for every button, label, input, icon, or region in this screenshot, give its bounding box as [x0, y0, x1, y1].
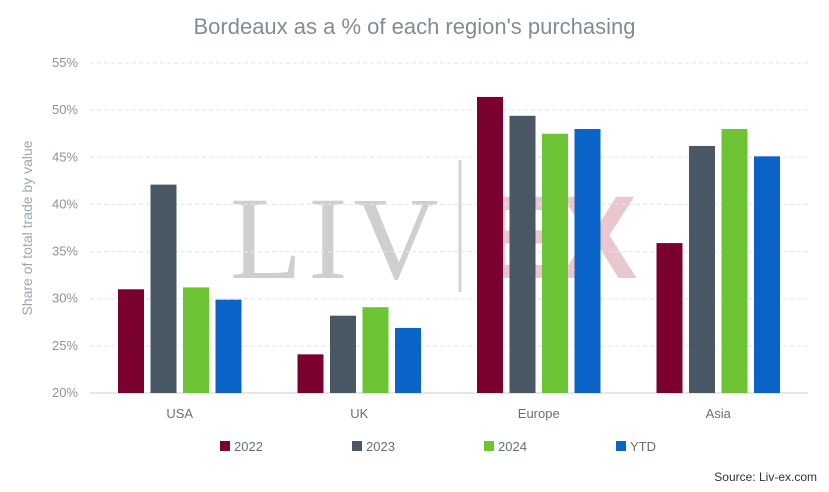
bar-usa-2024 — [183, 287, 209, 393]
y-axis-label: Share of total trade by value — [19, 140, 35, 315]
y-tick-label: 55% — [52, 55, 78, 70]
bar-europe-2022 — [477, 96, 503, 393]
y-gridlines — [90, 62, 808, 394]
y-tick-label: 25% — [52, 338, 78, 353]
y-tick-label: 45% — [52, 149, 78, 164]
legend-swatch-2024 — [484, 441, 494, 451]
legend-label-2024: 2024 — [498, 439, 527, 454]
source-note: Source: Liv-ex.com — [714, 470, 817, 484]
chart-title: Bordeaux as a % of each region's purchas… — [193, 14, 636, 39]
legend-label-2023: 2023 — [366, 439, 395, 454]
y-tick-label: 50% — [52, 102, 78, 117]
y-tick-label: 30% — [52, 291, 78, 306]
legend-swatch-2022 — [220, 441, 230, 451]
bar-uk-2022 — [297, 354, 324, 393]
bar-europe-2024 — [542, 133, 568, 393]
x-category-label: UK — [350, 406, 368, 421]
watermark-liv-text: LIV — [230, 173, 445, 304]
y-tick-label: 35% — [52, 244, 78, 259]
bar-asia-ytd — [754, 156, 780, 393]
y-tick-labels: 20% 25% 30% 35% 40% 45% 50% 55% — [52, 55, 78, 400]
bars — [118, 96, 780, 394]
bar-usa-2023 — [150, 184, 177, 393]
bar-asia-2024 — [721, 129, 748, 393]
legend-swatch-2023 — [352, 441, 362, 451]
x-category-label: Europe — [518, 406, 560, 421]
x-category-labels: USA UK Europe Asia — [166, 406, 731, 421]
bar-asia-2022 — [656, 243, 683, 393]
bar-uk-2023 — [330, 315, 356, 393]
bar-uk-2024 — [362, 307, 389, 393]
bar-uk-ytd — [395, 327, 421, 393]
bar-europe-2023 — [509, 115, 536, 394]
legend-label-ytd: YTD — [630, 439, 656, 454]
legend: 2022 2023 2024 YTD — [220, 439, 656, 454]
bar-usa-ytd — [215, 299, 242, 393]
x-category-label: Asia — [706, 406, 732, 421]
x-category-label: USA — [166, 406, 193, 421]
bar-usa-2022 — [118, 289, 144, 393]
bar-europe-ytd — [574, 129, 601, 393]
y-tick-label: 20% — [52, 385, 78, 400]
y-tick-label: 40% — [52, 196, 78, 211]
bar-asia-2023 — [689, 145, 715, 393]
legend-swatch-ytd — [616, 441, 626, 451]
legend-label-2022: 2022 — [234, 439, 263, 454]
